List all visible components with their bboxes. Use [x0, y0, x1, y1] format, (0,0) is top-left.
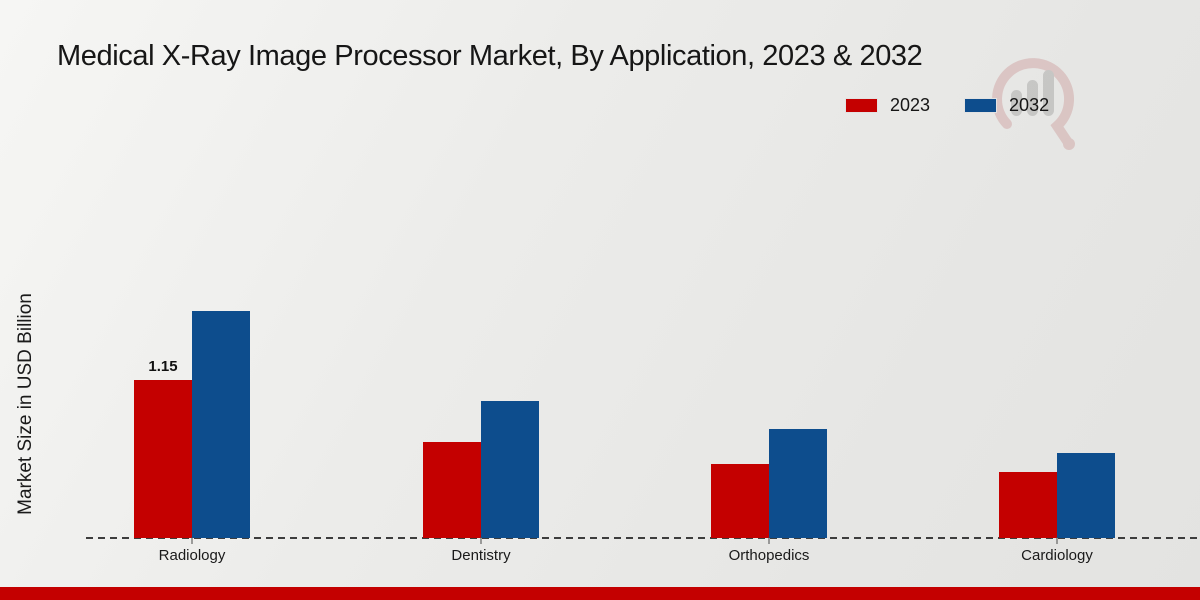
legend-label-2032: 2032 [1009, 95, 1050, 115]
bar-radiology-2032 [192, 311, 250, 538]
chart-title: Medical X-Ray Image Processor Market, By… [57, 40, 923, 72]
bar-dentistry-2023 [423, 442, 481, 538]
bar-cardiology-2032 [1057, 453, 1115, 538]
legend-swatch-2032 [964, 98, 998, 113]
x-axis-tick [1056, 537, 1058, 544]
legend-swatch-2023 [845, 98, 878, 113]
bar-dentistry-2032 [481, 401, 539, 538]
legend-label-2023: 2023 [890, 95, 931, 115]
x-axis-tick [480, 537, 482, 544]
category-label-orthopedics: Orthopedics [728, 547, 810, 564]
logo-watermark-icon [992, 58, 1075, 150]
bar-orthopedics-2023 [711, 464, 769, 538]
category-label-dentistry: Dentistry [451, 547, 511, 564]
category-label-cardiology: Cardiology [1021, 547, 1093, 564]
bar-cardiology-2023 [999, 472, 1057, 538]
footer-accent-stripe [0, 587, 1200, 600]
x-axis-tick [191, 537, 193, 544]
bar-orthopedics-2032 [769, 429, 827, 538]
category-label-radiology: Radiology [158, 547, 226, 564]
legend-item-2023: 2023 [845, 95, 930, 116]
legend-item-2032: 2032 [964, 95, 1049, 116]
bar-radiology-2023 [134, 380, 192, 538]
legend: 2023 2032 [845, 95, 1049, 116]
x-axis-baseline [86, 537, 1197, 539]
x-axis-tick [768, 537, 770, 544]
bar-value-label: 1.15 [148, 358, 178, 375]
